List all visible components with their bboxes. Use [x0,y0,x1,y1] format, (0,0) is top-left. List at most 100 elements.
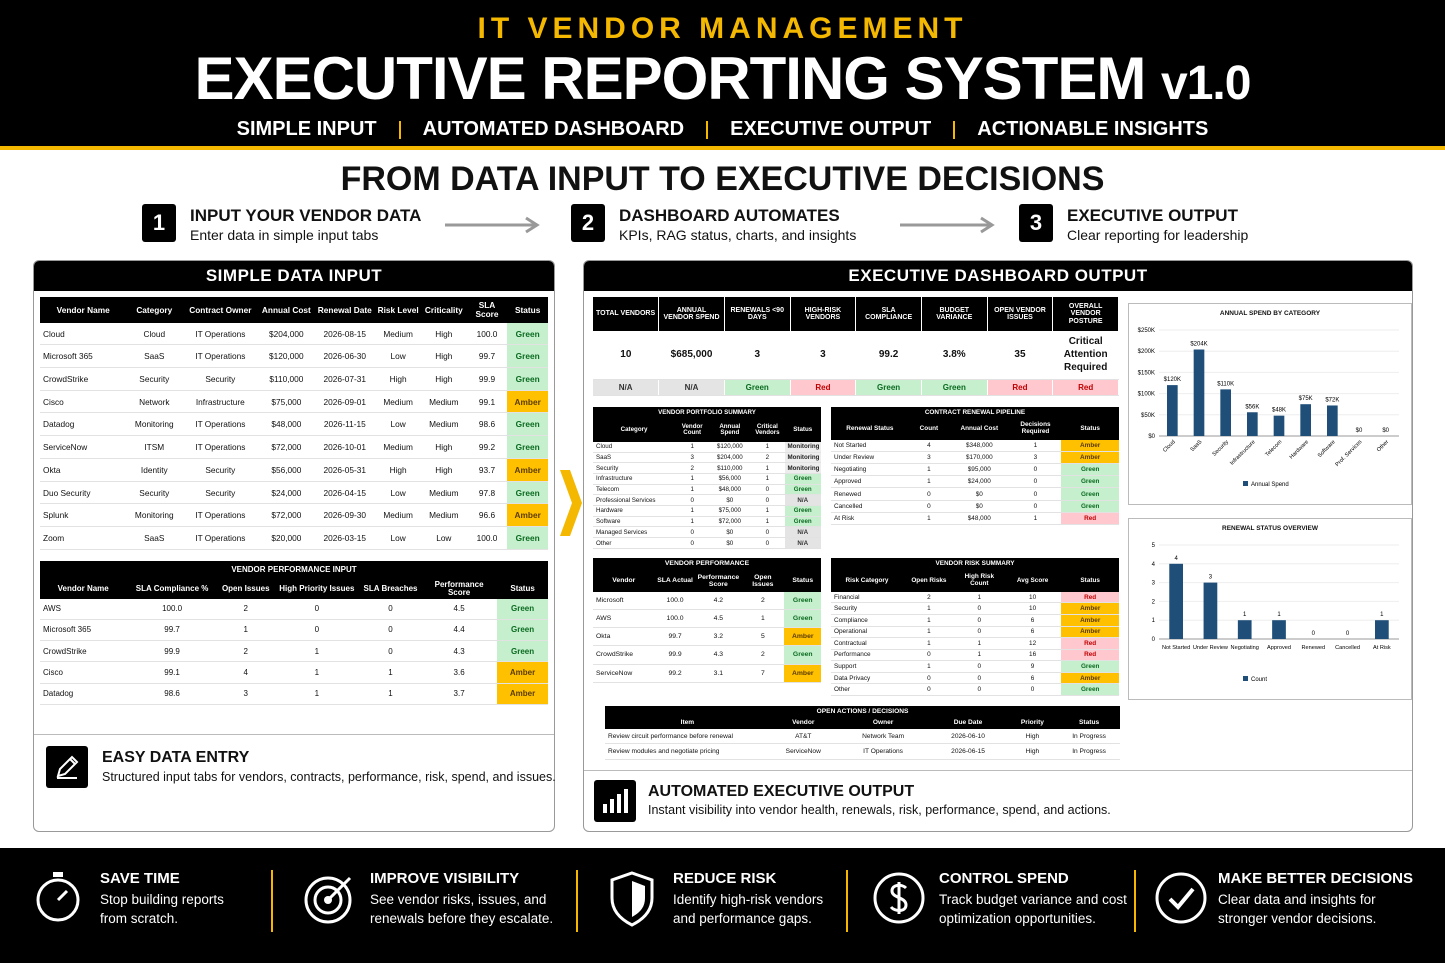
table-cell: $24,000 [258,481,315,505]
benefit-desc: Track budget variance and cost optimizat… [939,892,1127,926]
table-cell: Security [831,602,903,615]
table-cell: Red [1061,512,1119,526]
table-cell: 1 [360,683,421,706]
table-cell: 1 [675,473,710,485]
table-row: Duo Security Security Security $24,000 2026-… [40,481,548,505]
table-cell: 2026-11-15 [314,412,376,437]
column-header: Owner [836,717,930,729]
table-title: VENDOR PORTFOLIO SUMMARY [593,407,821,418]
table-title: CONTRACT RENEWAL PIPELINE [831,407,1119,418]
table-cell: Security [182,367,259,391]
kpi-label: HIGH-RISK VENDORS [790,297,857,331]
x-tick-label: Cancelled [1335,645,1360,651]
kpi-status: Red [1052,379,1119,396]
table-cell: 2026-03-15 [314,526,376,550]
table-row: Security 2 $110,000 1 Monitoring [593,462,821,474]
table-cell: 1 [903,614,955,627]
table-cell: Monitoring [784,462,821,474]
kpi-label: TOTAL VENDORS [593,297,660,331]
table-cell: $110,000 [709,462,751,474]
value-label: 3 [1209,575,1213,581]
column-header: Vendor Count [675,418,710,442]
table-cell: 3.7 [420,683,498,706]
table-cell: 1 [675,516,710,528]
bar [1167,385,1178,436]
table-cell: 2 [750,452,785,464]
table-cell: $204,000 [258,323,315,346]
table-cell: Green [1061,500,1119,513]
table-cell: Security [593,462,676,474]
table-cell: High [420,344,467,368]
table-cell: 4.5 [695,609,742,629]
table-cell: 0 [750,484,785,496]
table-cell: 1 [273,661,361,684]
table-cell: $95,000 [949,463,1010,477]
table-row: Data Privacy 0 0 6 Amber [831,672,1119,685]
table-cell: Red [1061,592,1119,604]
kpi-label: SLA COMPLIANCE [855,297,922,331]
table-cell: Amber [497,661,548,684]
chart-card: ANNUAL SPEND BY CATEGORY $0 $50K $100K $150K… [1128,303,1412,505]
table-cell: Support [831,660,903,673]
column-header: Item [605,717,770,729]
column-header: Critical Vendors [750,418,785,442]
benefit-desc: Stop building reports from scratch. [100,892,224,926]
table-cell: 98.6 [126,683,218,706]
table-cell: IT Operations [182,412,259,437]
table-block: VENDOR PERFORMANCE Vendor SLA Actual Perfor… [593,558,821,684]
bar [1237,620,1252,639]
table-cell: Medium [375,503,421,528]
column-header: Avg Score [1003,570,1062,592]
table-row: Datadog 98.6 3 1 1 3.7 Amber [40,683,548,706]
table-cell: 1 [675,442,710,453]
value-label: 0 [1346,631,1350,637]
table-cell: $75,000 [258,390,315,414]
table-cell: 97.8 [466,481,508,505]
column-header: Decisions Required [1009,418,1062,440]
table-cell: Security [126,367,183,391]
table-cell: 1 [908,512,950,526]
table-cell: High [420,367,467,391]
table-title: OPEN ACTIONS / DECISIONS [605,706,1120,717]
kpi-value: 3 [790,331,856,380]
table-cell: 2026-09-01 [314,390,376,414]
table-cell: 1 [903,660,955,673]
table-cell: In Progress [1058,743,1120,760]
column-header: Vendor Name [40,579,127,599]
kpi-value: 99.2 [855,331,922,380]
table-cell: Amber [1061,614,1119,627]
x-tick-label: Infrastructure [1229,439,1257,467]
column-header: SLA Score [466,297,508,323]
header-row: Item Vendor Owner Due Date Priority Status [605,717,1120,729]
table-cell: 0 [750,537,785,549]
column-header: Annual Cost [949,418,1010,440]
dollar-icon [873,872,925,924]
table-cell: Not Started [831,440,909,452]
x-tick-label: Other [1376,439,1390,453]
x-tick-label: Telecom [1264,439,1283,458]
table-cell: 0 [1009,475,1062,489]
table-cell: 1 [360,661,421,684]
x-tick-label: Hardware [1289,439,1310,460]
flow-arrow [445,216,540,234]
value-label: 0 [1312,631,1316,637]
step-desc: Clear reporting for leadership [1067,227,1249,243]
kpi-value: 3 [724,331,791,380]
table-row: Microsoft 365 99.7 1 0 0 4.4 Green [40,619,548,642]
benefit-title: REDUCE RISK [673,870,777,887]
x-tick-label: Software [1317,439,1337,459]
table-row: Review circuit performance before renewa… [605,729,1120,745]
data-table: Vendor Name Category Contract Owner Annual … [40,297,548,550]
table-cell: Amber [507,458,548,482]
table-cell: 1 [741,609,785,629]
table-cell: 3 [908,451,950,465]
column-header: Vendor Name [40,297,127,323]
table-cell: 99.7 [654,627,696,647]
table-cell: 1 [750,473,785,485]
table-cell: Under Review [831,451,909,465]
table-row: Review modules and negotiate pricing Serv… [605,743,1120,760]
data-table: Risk Category Open Risks High Risk Count Av… [831,570,1119,696]
table-block: OPEN ACTIONS / DECISIONS Item Vendor Owner D… [605,706,1120,760]
table-row: Cancelled 0 $0 0 Green [831,500,1119,513]
